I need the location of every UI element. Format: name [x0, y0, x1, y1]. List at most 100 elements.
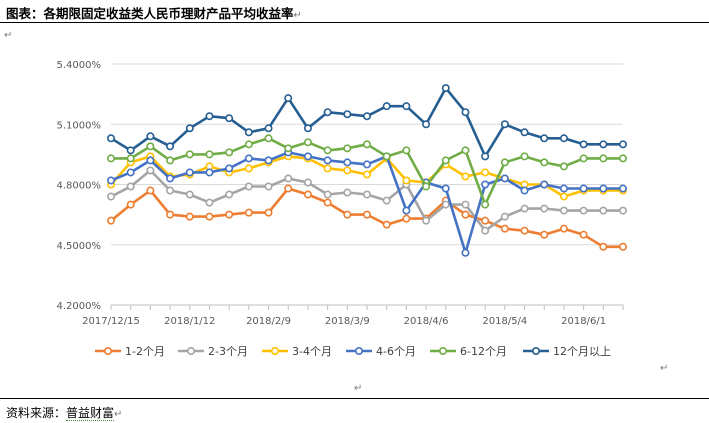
data-point — [579, 206, 588, 215]
legend-marker — [438, 346, 447, 355]
data-point — [107, 216, 116, 225]
x-tick-label: 2018/1/12 — [164, 316, 215, 327]
legend-label: 6-12个月 — [460, 345, 507, 358]
data-point — [441, 84, 450, 93]
data-point — [559, 184, 568, 193]
legend-item: 3-4个月 — [262, 345, 332, 358]
data-point — [362, 170, 371, 179]
data-point — [599, 206, 608, 215]
data-point — [166, 174, 175, 183]
data-point — [185, 150, 194, 159]
data-point — [461, 172, 470, 181]
data-point — [500, 174, 509, 183]
data-point — [461, 108, 470, 117]
x-tick-label: 2018/5/4 — [482, 316, 527, 327]
data-point — [264, 156, 273, 165]
x-tick-label: 2018/3/9 — [325, 316, 370, 327]
data-point — [343, 144, 352, 153]
data-point — [107, 192, 116, 201]
data-point — [559, 224, 568, 233]
data-point — [520, 128, 529, 137]
data-point — [146, 186, 155, 195]
data-point — [343, 158, 352, 167]
data-point — [303, 138, 312, 147]
data-point — [382, 196, 391, 205]
data-point — [323, 198, 332, 207]
data-point — [579, 184, 588, 193]
data-point — [618, 242, 627, 251]
data-point — [362, 140, 371, 149]
data-point — [422, 120, 431, 129]
data-point — [579, 230, 588, 239]
data-point — [382, 152, 391, 161]
paragraph-mark: ↵ — [114, 409, 123, 420]
data-point — [205, 198, 214, 207]
data-point — [362, 210, 371, 219]
legend-label: 2-3个月 — [208, 345, 248, 358]
data-point — [618, 184, 627, 193]
data-point — [481, 216, 490, 225]
y-tick-label: 5.4000% — [57, 60, 102, 71]
paragraph-mark: ↵ — [660, 363, 669, 374]
series-line — [110, 169, 623, 232]
data-point — [481, 168, 490, 177]
series-lines — [107, 84, 627, 257]
data-point — [500, 120, 509, 129]
data-point — [441, 200, 450, 209]
legend-item: 6-12个月 — [430, 345, 507, 358]
data-point — [303, 152, 312, 161]
data-point — [441, 184, 450, 193]
title-row: 图表：各期限固定收益类人民币理财产品平均收益率↵ — [0, 0, 709, 23]
data-point — [225, 164, 234, 173]
data-point — [244, 164, 253, 173]
data-point — [461, 200, 470, 209]
data-point — [520, 204, 529, 213]
data-point — [303, 124, 312, 133]
data-point — [107, 154, 116, 163]
data-point — [126, 182, 135, 191]
data-point — [461, 210, 470, 219]
data-point — [422, 182, 431, 191]
data-point — [126, 146, 135, 155]
data-point — [343, 188, 352, 197]
data-point — [520, 186, 529, 195]
legend-label: 12个月以上 — [553, 345, 611, 358]
data-point — [126, 200, 135, 209]
y-tick-label: 4.8000% — [57, 181, 102, 192]
data-point — [481, 152, 490, 161]
data-point — [264, 208, 273, 217]
data-point — [599, 140, 608, 149]
data-point — [225, 210, 234, 219]
data-point — [559, 192, 568, 201]
source-label: 资料来源： — [6, 406, 67, 420]
data-point — [225, 190, 234, 199]
data-point — [264, 134, 273, 143]
series-1 — [107, 184, 627, 251]
data-point — [284, 94, 293, 103]
data-point — [540, 204, 549, 213]
series-2 — [107, 166, 627, 235]
legend-marker — [531, 346, 540, 355]
series-5 — [107, 134, 627, 209]
x-tick-label: 2018/6/1 — [561, 316, 606, 327]
legend-marker — [187, 346, 196, 355]
data-point — [284, 174, 293, 183]
data-point — [500, 224, 509, 233]
data-point — [185, 212, 194, 221]
data-point — [599, 242, 608, 251]
data-point — [205, 150, 214, 159]
data-point — [540, 230, 549, 239]
data-point — [303, 190, 312, 199]
data-point — [520, 226, 529, 235]
data-point — [205, 112, 214, 121]
line-chart: 4.2000% 4.5000% 4.8000% 5.1000% 5.4000% 2017/… — [57, 60, 627, 358]
data-point — [540, 158, 549, 167]
data-point — [166, 186, 175, 195]
data-point — [481, 226, 490, 235]
y-tick-label: 4.2000% — [57, 301, 102, 312]
data-point — [185, 168, 194, 177]
data-point — [500, 158, 509, 167]
data-point — [185, 124, 194, 133]
data-point — [225, 114, 234, 123]
x-tick-label: 2017/12/15 — [82, 316, 140, 327]
